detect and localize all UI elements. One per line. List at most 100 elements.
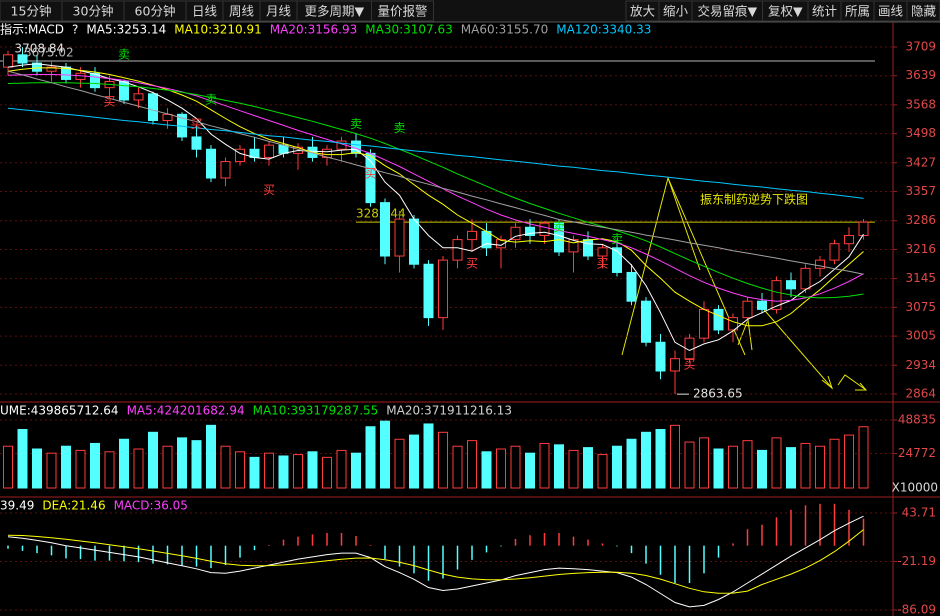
volume-bar bbox=[496, 448, 506, 489]
volume-bar bbox=[423, 423, 434, 489]
legend-item: MA30:3107.63 bbox=[365, 23, 453, 37]
volume-bar bbox=[148, 431, 158, 489]
drawn-arrow bbox=[837, 374, 867, 391]
volume-bar bbox=[409, 434, 419, 489]
candle-body bbox=[220, 161, 231, 179]
volume-bar bbox=[380, 420, 390, 489]
level-label: 3675.02 bbox=[24, 45, 74, 59]
indicator-line bbox=[7, 515, 864, 608]
candle-body bbox=[742, 300, 753, 319]
high-label: 3708.84 bbox=[15, 42, 65, 56]
volume-bar bbox=[46, 452, 57, 489]
ma-line bbox=[7, 63, 864, 352]
legend-item: MACD:36.05 bbox=[114, 499, 188, 513]
y-tick-label: 3498 bbox=[905, 126, 936, 140]
candle-body bbox=[206, 148, 216, 179]
volume-bar bbox=[815, 445, 825, 489]
candle-body bbox=[583, 239, 593, 257]
volume-bar bbox=[322, 456, 332, 489]
signal-marker: 买 bbox=[103, 95, 115, 109]
volume-bar bbox=[351, 452, 361, 489]
toolbar-label[interactable]: 复权▼ bbox=[768, 4, 803, 19]
volume-bar bbox=[612, 445, 622, 489]
drawn-arrow bbox=[821, 375, 834, 390]
volume-bar bbox=[829, 438, 840, 489]
signal-marker: 买 bbox=[596, 257, 608, 271]
y-tick-label: 3568 bbox=[905, 97, 936, 111]
volume-bar bbox=[597, 454, 608, 489]
y-tick-label: 43.71 bbox=[902, 506, 936, 520]
hand-drawn-lines bbox=[621, 176, 868, 391]
candle-body bbox=[800, 267, 811, 290]
candle-body bbox=[423, 263, 434, 319]
candle-body bbox=[626, 271, 637, 302]
indicator-line bbox=[7, 529, 864, 594]
volume-bar bbox=[742, 440, 753, 489]
ma-line bbox=[7, 74, 864, 302]
y-tick-label: 3145 bbox=[905, 271, 936, 285]
candle-body bbox=[612, 247, 622, 273]
signal-marker: 买 bbox=[190, 117, 202, 131]
volume-bar bbox=[264, 452, 274, 489]
volume-bar bbox=[119, 438, 129, 489]
volume-bar bbox=[191, 440, 202, 489]
toolbar-label[interactable]: 画线 bbox=[878, 4, 904, 19]
toolbar-label[interactable]: 更多周期▼ bbox=[304, 4, 364, 19]
candle-body bbox=[409, 218, 419, 265]
y-tick-label: -86.09 bbox=[897, 603, 936, 616]
candle-body bbox=[568, 239, 579, 253]
candle-body bbox=[655, 341, 666, 372]
legend-item: 指示:MACD bbox=[0, 22, 64, 37]
toolbar-label[interactable]: 月线 bbox=[266, 4, 292, 19]
toolbar-label[interactable]: 30分钟 bbox=[73, 4, 114, 19]
volume-bar bbox=[235, 451, 245, 489]
candle-body bbox=[148, 93, 158, 122]
toolbar-label[interactable]: 隐藏 bbox=[911, 4, 937, 19]
volume-bar bbox=[699, 437, 709, 489]
volume-bar bbox=[771, 437, 782, 489]
legend-item: MA5:424201682.94 bbox=[127, 404, 245, 418]
candle-body bbox=[597, 247, 608, 257]
volume-bar bbox=[438, 431, 448, 489]
toolbar-label[interactable]: 缩小 bbox=[663, 4, 689, 19]
volume-bar bbox=[90, 442, 100, 489]
toolbar-label[interactable]: 所属 bbox=[845, 4, 870, 19]
candle-body bbox=[380, 202, 390, 257]
candle-body bbox=[3, 54, 13, 68]
toolbar-label[interactable]: 交易留痕▼ bbox=[697, 4, 757, 19]
toolbar-label[interactable]: 60分钟 bbox=[135, 4, 176, 19]
toolbar bbox=[0, 0, 940, 22]
signal-marker: 卖 bbox=[393, 121, 405, 135]
y-tick-label: -21.19 bbox=[897, 554, 936, 568]
y-tick-label: 3005 bbox=[905, 329, 936, 343]
volume-bar bbox=[655, 429, 666, 489]
drawn-line bbox=[667, 177, 701, 271]
toolbar-label[interactable]: 放大 bbox=[630, 4, 655, 19]
candle-body bbox=[496, 239, 506, 249]
toolbar-button[interactable] bbox=[371, 0, 434, 22]
legend-item: UME:439865712.64 bbox=[0, 404, 119, 418]
legend-item: MA5:3253.14 bbox=[86, 23, 166, 37]
volume-bar bbox=[162, 445, 173, 489]
candle-body bbox=[757, 300, 767, 310]
volume-bar bbox=[220, 445, 231, 489]
volume-bar bbox=[452, 445, 463, 489]
candle-body bbox=[844, 234, 854, 245]
volume-bar bbox=[17, 429, 28, 489]
legend-item: DEA:21.46 bbox=[42, 499, 105, 513]
signal-marker: 买 bbox=[466, 257, 478, 271]
volume-bar bbox=[844, 434, 854, 489]
legend-item: MA20:3156.93 bbox=[270, 23, 358, 37]
toolbar-label[interactable]: 统计 bbox=[812, 4, 837, 19]
volume-bar bbox=[713, 448, 724, 489]
candle-body bbox=[452, 239, 463, 261]
volume-bar bbox=[293, 454, 303, 489]
toolbar-label[interactable]: 15分钟 bbox=[11, 4, 52, 19]
toolbar-label[interactable]: 周线 bbox=[229, 4, 255, 19]
toolbar-label[interactable]: 量价报警 bbox=[377, 4, 427, 19]
volume-bar bbox=[641, 431, 651, 489]
toolbar-label[interactable]: 日线 bbox=[192, 4, 218, 19]
toolbar-button[interactable] bbox=[625, 0, 660, 22]
